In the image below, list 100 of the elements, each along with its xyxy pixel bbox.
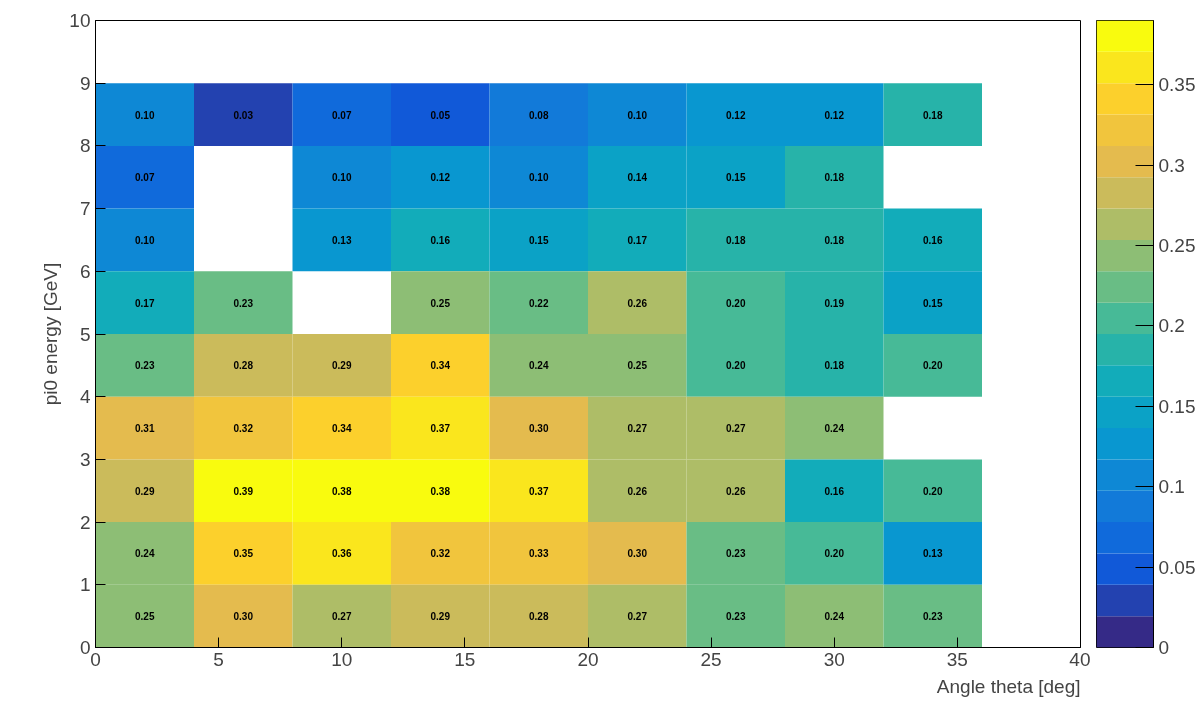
data-label: 0.10 [332,172,352,184]
x-tick-label: 15 [454,648,476,670]
data-label: 0.38 [430,485,451,497]
data-label: 0.19 [824,297,845,309]
x-tick-label: 30 [823,648,845,670]
data-label: 0.07 [332,109,352,121]
data-label: 0.26 [627,297,648,309]
x-tick-label: 5 [213,648,224,670]
data-label: 0.27 [627,423,648,435]
data-label: 0.36 [332,548,352,560]
data-label: 0.32 [233,423,254,435]
data-label: 0.31 [135,423,155,435]
color-bar-label: 0.2 [1158,315,1185,337]
x-tick-label: 40 [1069,648,1091,670]
data-label: 0.18 [726,234,746,246]
data-label: 0.34 [430,360,451,372]
data-label: 0.29 [430,611,451,623]
color-bar-label: 0.25 [1158,235,1196,257]
data-label: 0.30 [627,548,648,560]
data-label: 0.20 [726,297,746,309]
data-label: 0.35 [233,548,254,560]
data-label: 0.23 [233,297,254,309]
data-label: 0.12 [726,109,746,121]
y-axis-title: pi0 energy [GeV] [40,262,62,406]
x-tick-label: 35 [946,648,968,670]
y-tick-label: 3 [79,448,91,470]
data-label: 0.07 [135,172,155,184]
data-label: 0.37 [430,423,451,435]
data-label: 0.24 [824,423,845,435]
data-label: 0.28 [233,360,254,372]
y-tick-label: 8 [79,135,91,157]
x-tick-label: 20 [577,648,599,670]
data-label: 0.17 [627,234,648,246]
data-label: 0.10 [135,109,155,121]
data-label: 0.15 [923,297,943,309]
data-label: 0.27 [627,611,648,623]
data-label: 0.12 [430,172,451,184]
data-label: 0.24 [824,611,845,623]
data-label: 0.25 [430,297,451,309]
color-bar-label: 0.35 [1158,74,1196,96]
data-label: 0.05 [430,109,451,121]
data-label: 0.10 [529,172,549,184]
x-axis-title: Angle theta [deg] [936,675,1081,697]
data-label: 0.22 [529,297,549,309]
data-label: 0.18 [824,360,845,372]
data-label: 0.33 [529,548,549,560]
data-label: 0.27 [726,423,746,435]
x-tick-label: 10 [331,648,353,670]
data-label: 0.24 [529,360,549,372]
data-label: 0.10 [135,234,155,246]
data-label: 0.15 [529,234,549,246]
data-label: 0.26 [627,485,648,497]
data-label: 0.15 [726,172,746,184]
data-label: 0.10 [627,109,648,121]
y-tick-label: 1 [79,574,91,596]
data-label: 0.25 [135,611,155,623]
data-label: 0.30 [233,611,254,623]
data-label: 0.03 [233,109,254,121]
data-label: 0.24 [135,548,155,560]
data-label: 0.38 [332,485,352,497]
y-tick-label: 7 [79,198,91,220]
color-bar-label: 0.1 [1158,476,1185,498]
data-label: 0.18 [824,172,845,184]
data-label: 0.23 [726,548,746,560]
data-label: 0.20 [726,360,746,372]
data-label: 0.23 [726,611,746,623]
data-label: 0.29 [135,485,155,497]
x-tick-label: 25 [700,648,722,670]
data-label: 0.27 [332,611,352,623]
data-label: 0.14 [627,172,648,184]
data-label: 0.13 [332,234,352,246]
data-label: 0.39 [233,485,254,497]
data-label: 0.29 [332,360,352,372]
y-tick-label: 4 [79,386,91,408]
data-label: 0.16 [824,485,845,497]
y-tick-label: 9 [79,72,91,94]
y-tick-label: 10 [69,10,91,31]
data-label: 0.18 [824,234,845,246]
data-label: 0.13 [923,548,943,560]
data-label: 0.08 [529,109,549,121]
data-label: 0.20 [923,485,943,497]
color-bar-label: 0.15 [1158,395,1196,417]
data-label: 0.37 [529,485,549,497]
data-label: 0.25 [627,360,648,372]
data-label: 0.12 [824,109,845,121]
data-label: 0.16 [923,234,943,246]
data-label: 0.23 [135,360,155,372]
data-label: 0.23 [923,611,943,623]
y-tick-label: 5 [79,323,91,345]
color-bar-label: 0.3 [1158,154,1185,176]
color-bar-label: 0.05 [1158,556,1196,578]
data-label: 0.26 [726,485,746,497]
data-label: 0.32 [430,548,451,560]
data-label: 0.30 [529,423,549,435]
data-label: 0.16 [430,234,451,246]
data-label: 0.20 [824,548,845,560]
data-label: 0.20 [923,360,943,372]
y-tick-label: 2 [79,511,91,533]
data-label: 0.17 [135,297,155,309]
data-label: 0.18 [923,109,943,121]
